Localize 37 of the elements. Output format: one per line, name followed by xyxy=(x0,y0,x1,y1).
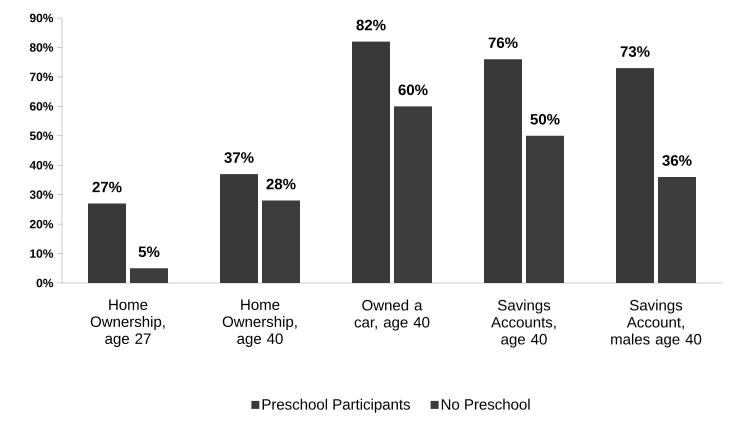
data-label: 27% xyxy=(92,182,122,192)
x-tick-label: Owned a car, age 40 xyxy=(354,300,430,331)
data-label: 37% xyxy=(224,152,254,163)
y-tick-label: 90% xyxy=(30,14,54,22)
x-tick-label: Savings Account, males age 40 xyxy=(611,300,702,348)
data-label: 60% xyxy=(398,84,428,96)
y-tick-label: 20% xyxy=(30,220,54,228)
data-label: 5% xyxy=(138,246,160,258)
data-label: 82% xyxy=(356,20,386,30)
bar xyxy=(658,177,696,283)
bar xyxy=(484,59,522,283)
x-tick-label: Home Ownership, age 27 xyxy=(90,300,165,347)
y-tick-label: 0% xyxy=(36,278,54,288)
y-tick-label: 60% xyxy=(30,102,54,111)
bar xyxy=(88,204,126,283)
y-tick-label: 50% xyxy=(30,132,54,140)
y-tick-label: 40% xyxy=(30,160,54,170)
data-label: 76% xyxy=(488,37,518,48)
legend-label: Preschool Participants xyxy=(262,398,410,413)
x-tick-label: Home Ownership, age 40 xyxy=(222,300,297,347)
bar xyxy=(130,268,168,283)
bar xyxy=(616,68,654,283)
y-tick-label: 10% xyxy=(30,249,54,258)
bar xyxy=(394,106,432,283)
x-tick-label: Savings Accounts, age 40 xyxy=(491,300,556,348)
data-label: 36% xyxy=(662,155,692,166)
bar xyxy=(352,42,390,283)
y-tick-label: 30% xyxy=(30,190,54,199)
data-label: 73% xyxy=(620,46,650,57)
data-label: 28% xyxy=(266,178,296,190)
y-tick-label: 80% xyxy=(30,43,54,52)
data-label: 50% xyxy=(530,114,560,125)
bar xyxy=(220,174,258,283)
y-tick-label: 70% xyxy=(30,72,54,82)
legend-label: No Preschool xyxy=(442,398,530,410)
bar xyxy=(262,200,300,283)
bar xyxy=(526,136,564,283)
